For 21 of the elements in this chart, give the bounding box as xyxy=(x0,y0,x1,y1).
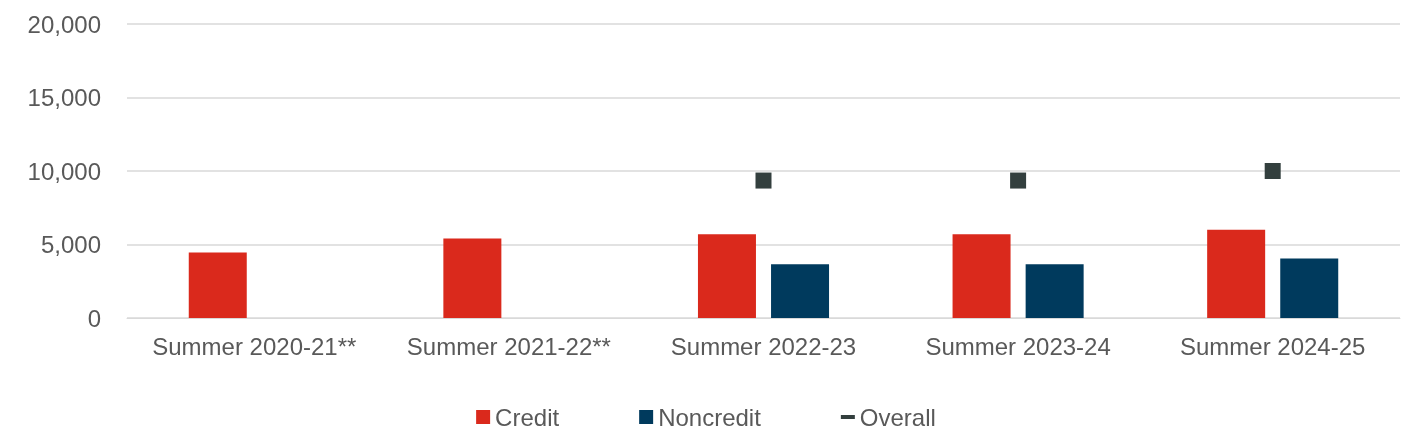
y-tick-label: 5,000 xyxy=(40,231,101,258)
bar xyxy=(443,238,502,318)
x-tick-label: Summer 2023-24 xyxy=(925,332,1111,360)
x-tick-label: Summer 2020-21** xyxy=(152,332,357,360)
y-tick-label: 20,000 xyxy=(27,10,101,38)
x-tick-label: Summer 2024-25 xyxy=(1179,332,1366,360)
y-tick-label: 10,000 xyxy=(27,157,101,185)
bar xyxy=(1280,258,1339,318)
legend-label: Overall xyxy=(859,403,936,431)
bar xyxy=(188,252,247,318)
x-tick-label: Summer 2021-22** xyxy=(406,332,611,360)
bar xyxy=(1207,229,1266,318)
bar xyxy=(771,264,830,318)
legend-label: Noncredit xyxy=(658,403,762,431)
bar xyxy=(697,234,756,318)
y-tick-label: 0 xyxy=(87,304,101,332)
bar xyxy=(952,234,1011,318)
bar xyxy=(1025,264,1084,318)
legend-label: Credit xyxy=(495,403,560,431)
x-tick-label: Summer 2022-23 xyxy=(670,332,857,360)
y-tick-label: 15,000 xyxy=(27,84,101,111)
